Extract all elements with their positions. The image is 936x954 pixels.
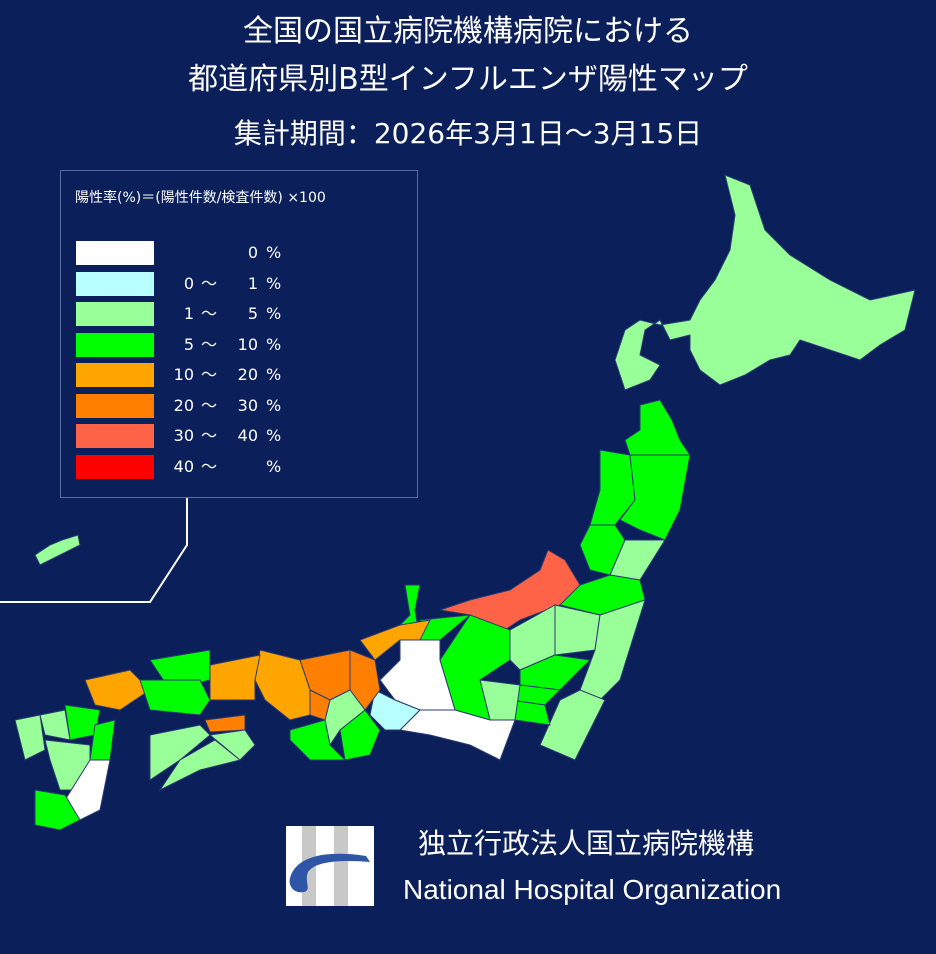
legend-item: 20 ～ 30 % (76, 393, 406, 420)
legend-formula: 陽性率(%)＝(陽性件数/検査件数) ×100 (75, 190, 326, 206)
prefecture-region (369, 689, 421, 731)
legend-unit: % (266, 334, 282, 354)
legend-item: 30 ～ 40 % (76, 424, 406, 450)
legend-unit: % (266, 365, 282, 384)
prefecture-region (539, 689, 606, 761)
legend-swatch (76, 454, 154, 479)
legend-tilde: ～ (200, 426, 217, 445)
prefecture-region (208, 729, 256, 761)
legend-lo: 10 (173, 365, 194, 384)
legend-item: 5 ～ 10 % (76, 332, 406, 359)
org-name-en: National Hospital Organization (403, 874, 782, 905)
period-label: 集計期間：2026年3月1日～3月15日 (233, 117, 703, 150)
legend-swatch (76, 363, 154, 387)
legend-unit: % (266, 395, 282, 415)
legend-hi: 1 (247, 273, 258, 293)
legend-swatch (76, 332, 154, 357)
nho-logo (286, 826, 374, 906)
legend-swatch (76, 271, 154, 296)
legend-hi: 20 (237, 365, 258, 384)
legend-hi: 0 (247, 243, 258, 262)
prefecture-region (149, 724, 211, 781)
legend-hi: 5 (247, 304, 258, 323)
legend-item: 0 ～ 1 % (76, 271, 406, 298)
legend-unit: % (266, 304, 282, 323)
prefecture-region (64, 759, 111, 821)
legend-unit: % (266, 456, 282, 476)
prefecture-region (204, 714, 246, 733)
legend-item: 10 ～ 20 % (76, 363, 406, 389)
legend-hi: 40 (237, 426, 258, 445)
prefecture-region (139, 679, 211, 716)
legend-lo: 30 (173, 426, 194, 445)
okinawa-inset-border (0, 497, 188, 603)
legend-swatch (76, 393, 154, 418)
org-name-ja: 独立行政法人国立病院機構 (418, 827, 755, 860)
legend: 陽性率(%)＝(陽性件数/検査件数) ×100 0 % 0 ～ 1 % 1 ～ … (60, 170, 418, 498)
legend-tilde: ～ (200, 304, 217, 323)
legend-lo: 1 (183, 304, 194, 323)
legend-lo: 20 (173, 395, 194, 415)
legend-item: 1 ～ 5 % (76, 302, 406, 328)
legend-item: 0 % (76, 241, 406, 267)
prefecture-region (34, 789, 81, 831)
legend-swatch (76, 302, 154, 326)
legend-tilde: ～ (200, 365, 217, 384)
prefecture-region (39, 709, 71, 741)
prefecture-region (34, 534, 81, 566)
legend-lo: 5 (183, 334, 194, 354)
title-line2: 都道府県別B型インフルエンザ陽性マップ (188, 62, 748, 97)
legend-tilde: ～ (200, 273, 217, 293)
legend-unit: % (266, 243, 282, 262)
legend-tilde: ～ (200, 456, 217, 476)
legend-swatch (76, 424, 154, 448)
legend-unit: % (266, 273, 282, 293)
legend-hi: 30 (237, 395, 258, 415)
prefecture-region (519, 654, 592, 691)
legend-hi: 10 (237, 334, 258, 354)
prefecture-region (289, 719, 347, 761)
legend-tilde: ～ (200, 395, 217, 415)
prefecture-region (158, 739, 242, 792)
legend-item: 40 ～ % (76, 454, 406, 481)
prefecture-region (14, 714, 46, 761)
prefecture-region (614, 174, 916, 391)
legend-swatch (76, 241, 154, 265)
prefecture-region (254, 649, 311, 721)
prefecture-region (624, 399, 691, 461)
prefecture-region (619, 454, 691, 541)
title-line1: 全国の国立病院機構病院における (243, 14, 693, 49)
legend-lo: 0 (183, 273, 194, 293)
legend-lo: 40 (173, 456, 194, 476)
prefecture-region (84, 669, 151, 711)
legend-tilde: ～ (200, 334, 217, 354)
prefecture-region (209, 654, 261, 701)
legend-unit: % (266, 426, 282, 445)
